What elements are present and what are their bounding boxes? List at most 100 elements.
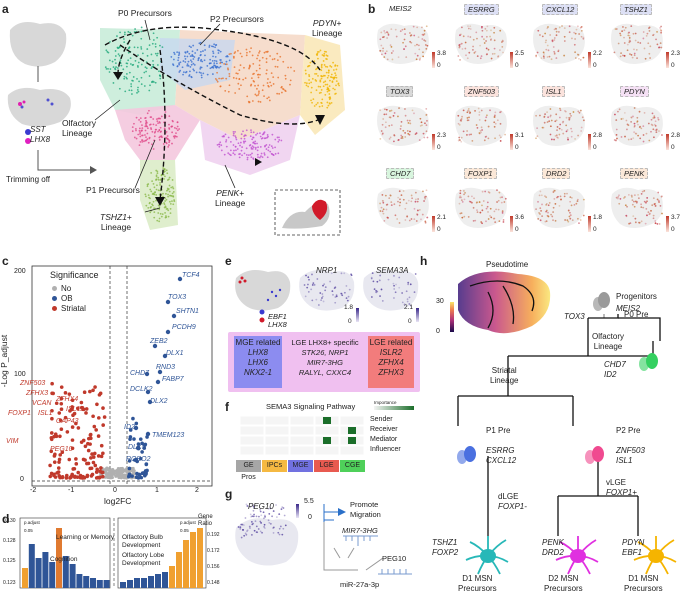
umap-cell-dot	[137, 133, 140, 136]
umap-cell-dot	[242, 78, 245, 81]
nrp1-dots	[303, 272, 353, 306]
umap-cell-dot	[150, 172, 153, 174]
gene-title: TOX3	[386, 86, 414, 97]
umap-cell-dot	[148, 201, 151, 204]
expression-dot	[547, 215, 550, 218]
umap-cell-dot	[332, 61, 334, 64]
expression-dot	[417, 209, 419, 212]
umap-cell-dot	[168, 144, 170, 146]
expression-dot	[553, 39, 556, 41]
colorbar	[510, 134, 513, 150]
expression-dot	[480, 131, 482, 134]
expression-dot	[469, 28, 472, 30]
expression-dot	[661, 134, 663, 136]
colorbar-max: 3.1	[515, 132, 525, 139]
expression-umap	[533, 23, 585, 64]
umap-cell-dot	[182, 60, 185, 62]
expression-dot	[272, 510, 275, 512]
heatmap-cell	[289, 445, 315, 456]
expression-dot	[246, 530, 248, 533]
umap-cell-dot	[138, 127, 141, 130]
umap-cell-dot	[168, 127, 171, 129]
volcano-point	[124, 469, 128, 473]
penk-markers: PENK DRD2	[542, 538, 564, 557]
umap-cell-dot	[225, 140, 227, 143]
expression-dot	[571, 37, 573, 40]
expression-dot	[549, 34, 552, 36]
umap-cell-dot	[163, 178, 165, 180]
expression-dot	[539, 34, 541, 36]
legend-dot-no	[52, 286, 57, 291]
umap-cell-dot	[151, 42, 154, 45]
expression-dot	[388, 124, 391, 127]
expression-dot	[565, 130, 568, 133]
volcano-point	[71, 467, 76, 471]
umap-cell-dot	[239, 153, 241, 155]
d-ytick-r1: 0.172	[207, 548, 220, 554]
expression-dot	[385, 50, 388, 53]
expression-dot	[649, 57, 651, 59]
sema3a-max: 2.1	[404, 304, 414, 311]
umap-cell-dot	[267, 149, 270, 152]
expression-dot	[494, 122, 497, 125]
heatmap-cell	[264, 445, 290, 456]
expression-dot	[381, 132, 384, 135]
umap-cell-dot	[171, 192, 174, 195]
expression-dot	[558, 204, 561, 207]
expression-dot	[321, 293, 324, 295]
expression-dot	[405, 290, 408, 293]
expression-dot	[485, 40, 487, 42]
umap-cell-dot	[228, 75, 231, 78]
volcano-point	[152, 343, 158, 349]
umap-cell-dot	[190, 76, 193, 79]
umap-cell-dot	[163, 168, 166, 170]
expression-dot	[278, 533, 281, 536]
volcano-point	[52, 473, 56, 478]
umap-cell-dot	[234, 145, 237, 148]
umap-cell-dot	[149, 84, 151, 87]
expression-dot	[380, 53, 383, 56]
expression-dot	[493, 26, 496, 29]
umap-cell-dot	[326, 65, 329, 68]
umap-cell-dot	[250, 129, 252, 132]
umap-cell-dot	[325, 71, 328, 74]
expression-dot	[263, 527, 266, 530]
umap-cell-dot	[166, 187, 169, 190]
umap-cell-dot	[269, 150, 272, 153]
expression-dot	[347, 295, 350, 298]
colorbar-max: 2.8	[671, 132, 681, 139]
expression-dot	[568, 31, 571, 34]
expression-dot	[462, 190, 465, 192]
learning-label: Learning or Memory	[56, 534, 115, 541]
volcano-point	[133, 457, 139, 463]
umap-cell-dot	[162, 192, 164, 195]
expression-dot	[654, 222, 657, 225]
expression-dot	[416, 43, 418, 46]
volcano-point	[101, 423, 105, 427]
umap-cell-dot	[151, 143, 153, 146]
expression-dot	[424, 197, 427, 200]
expression-dot	[460, 26, 463, 29]
d-legend-right-value: 0.05	[180, 528, 189, 533]
expression-dot	[467, 25, 469, 27]
umap-cell-dot	[267, 135, 269, 138]
umap-cell-dot	[305, 82, 308, 85]
umap-cell-dot	[200, 76, 203, 79]
expression-dot	[539, 114, 541, 117]
expression-dot	[633, 125, 636, 127]
umap-cell-dot	[108, 59, 111, 62]
expression-dot	[626, 128, 628, 131]
umap-cell-dot	[131, 93, 133, 95]
volcano-point	[58, 434, 62, 439]
ebf1-legend: EBF1	[268, 312, 287, 321]
umap-cell-dot	[136, 89, 139, 91]
umap-cell-dot	[164, 175, 166, 178]
d-ytick-r0: 0.192	[207, 532, 220, 538]
expression-dot	[637, 194, 639, 196]
umap-cell-dot	[127, 51, 130, 54]
umap-cell-dot	[276, 59, 279, 62]
expression-dot	[414, 273, 417, 275]
umap-cell-dot	[243, 137, 246, 140]
expression-dot	[577, 110, 580, 113]
expression-dot	[411, 197, 414, 200]
